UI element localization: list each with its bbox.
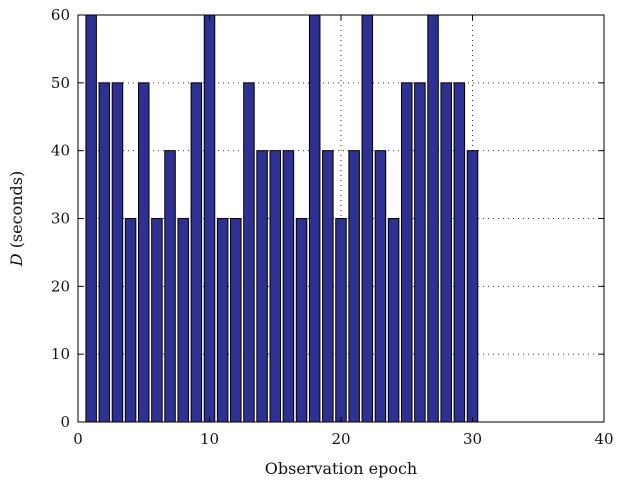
bar [243,82,255,423]
bar [361,14,374,423]
y-tick-label: 30 [51,210,70,228]
bars [85,14,479,423]
y-tick-label: 50 [51,74,70,92]
y-axis-label: D (seconds) [7,171,26,267]
bar [164,150,176,423]
y-tick-label: 40 [51,142,70,160]
bar [85,14,97,423]
bar [256,150,268,423]
bar [400,82,413,423]
bar [427,14,439,423]
bar [216,218,229,423]
bar [335,218,347,423]
y-tick-label: 20 [51,277,70,295]
bar [440,82,452,423]
bar [124,218,137,423]
bar [308,14,321,423]
y-axis-label-unit: (seconds) [7,171,26,254]
bar [295,218,308,423]
bar [466,150,479,423]
bar [151,218,163,423]
bar [348,150,360,423]
bar [453,82,466,423]
x-tick-label: 30 [463,430,482,448]
bar [322,150,334,423]
y-tick-label: 10 [51,345,70,363]
bar [374,150,387,423]
bar [203,14,216,423]
y-axis-ticks: 0 10 20 30 40 50 60 [51,6,604,431]
y-tick-label: 0 [60,413,70,431]
bar [387,218,400,423]
bar [111,82,124,423]
bar [98,82,111,423]
x-tick-label: 20 [331,430,350,448]
x-axis-label: Observation epoch [265,459,417,478]
bar [190,82,203,423]
y-axis-label-symbol: D [7,253,26,267]
bar [230,218,242,423]
x-axis-ticks: 0 10 20 30 40 [73,15,614,448]
x-tick-label: 10 [200,430,219,448]
bar [269,150,282,423]
bar [414,82,426,423]
bar [177,218,189,423]
bar [137,82,150,423]
x-tick-label: 40 [594,430,613,448]
x-tick-label: 0 [73,430,83,448]
bar [282,150,295,423]
y-tick-label: 60 [51,6,70,24]
